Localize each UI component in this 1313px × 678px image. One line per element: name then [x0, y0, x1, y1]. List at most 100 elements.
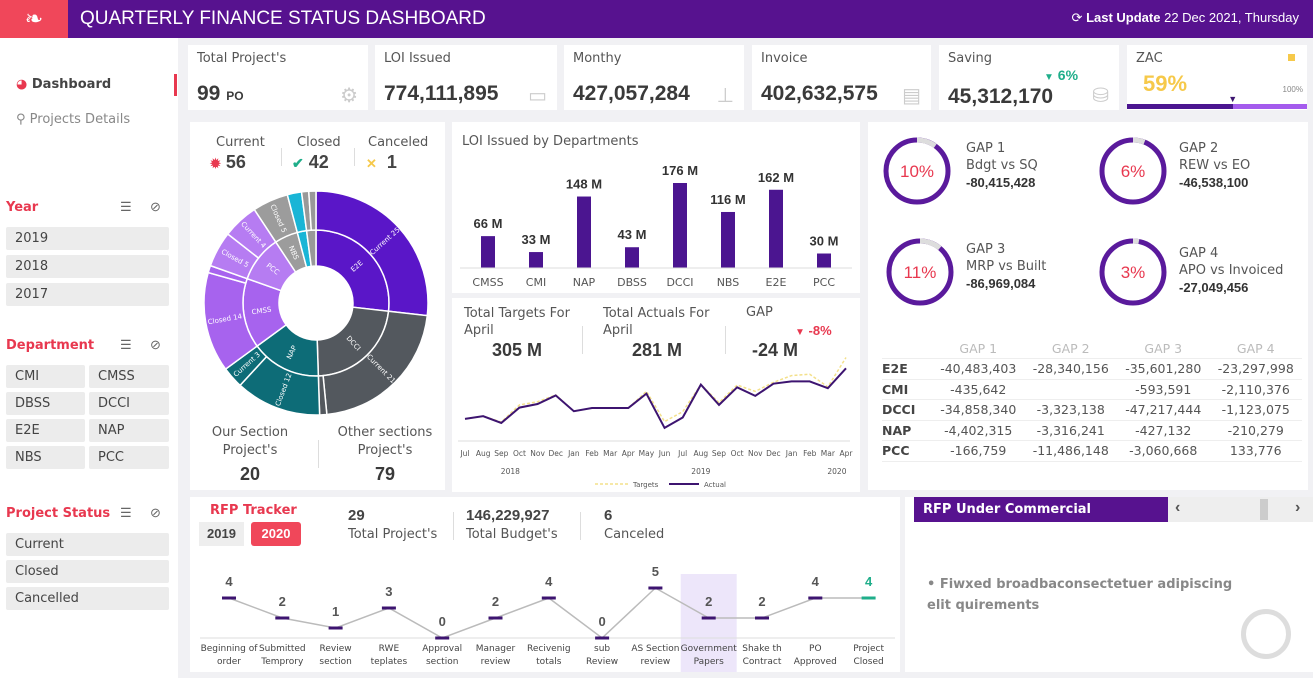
rfp-year-2019[interactable]: 2019: [199, 522, 244, 546]
clock-icon: [1241, 609, 1291, 659]
row-header: PCC: [882, 440, 932, 462]
rfp-stage-label: Shake th: [742, 644, 781, 654]
bar-data-label: 176 M: [662, 163, 698, 178]
chevron-right-icon[interactable]: ›: [1295, 499, 1301, 516]
rfp-stage-label: AS Section: [631, 644, 679, 654]
other-sections-label: Other sections Project's: [337, 425, 433, 458]
rfp-stage-label: Approved: [794, 657, 837, 667]
table-cell: -34,858,340: [932, 399, 1025, 421]
kpi-label: Monthy: [573, 51, 622, 66]
clear-filter-icon[interactable]: ⊘: [150, 505, 161, 520]
rfp-data-label: 3: [385, 584, 392, 599]
kpi-label: Invoice: [761, 51, 808, 66]
rfp-stage-label: Government: [681, 644, 738, 654]
x-tick-label: Apr: [622, 449, 636, 458]
nav-dashboard[interactable]: ◕ Dashboard: [16, 77, 111, 92]
last-update: ⟳ Last Update 22 Dec 2021, Thursday: [1072, 10, 1299, 26]
column-header: [882, 338, 932, 359]
gap-ring-fill: [1099, 137, 1167, 205]
rfp-data-label: 2: [492, 594, 499, 609]
kpi-label: Total Project's: [197, 51, 287, 66]
dept-nap[interactable]: NAP: [89, 419, 169, 442]
bar-category-label: PCC: [813, 276, 835, 289]
kpi-zac: ZAC 59% 100% ▼: [1127, 45, 1307, 110]
year-2017[interactable]: 2017: [6, 283, 169, 306]
gap-ring-fill: [883, 137, 951, 205]
kpi-label: Saving: [948, 51, 993, 66]
rfp-stage-chart: 4 Beginning of order 2 Submitted Temprory 1 Rev…: [200, 564, 895, 672]
multiselect-icon[interactable]: ☰: [120, 337, 132, 352]
gap-value: -24 M: [752, 340, 799, 360]
table-cell: -593,591: [1117, 379, 1210, 400]
chevron-left-icon[interactable]: ‹: [1175, 499, 1181, 516]
document-icon: ▤: [902, 85, 921, 107]
nav-projects-details[interactable]: ⚲ Projects Details: [16, 112, 130, 127]
canceled-count: ✕ 1: [366, 152, 397, 173]
multiselect-icon[interactable]: ☰: [120, 199, 132, 214]
rfp-data-label: 5: [652, 564, 659, 579]
refresh-icon[interactable]: ⟳: [1071, 10, 1083, 25]
negotiation-scrollbar[interactable]: [1168, 497, 1313, 522]
rfp-stage-label: teplates: [371, 657, 408, 667]
rfp-stage-label: review: [641, 657, 671, 667]
dept-cmss[interactable]: CMSS: [89, 365, 169, 388]
check-circle-icon: ✔: [292, 155, 304, 171]
closed-count: ✔ 42: [292, 152, 329, 173]
targets-label: Total Targets For April: [464, 306, 570, 338]
project-status-panel: Current ✹ 56 Closed ✔ 42 Canceled ✕ 1 E2…: [190, 122, 445, 490]
gap-value: -27,049,456: [1179, 280, 1249, 295]
rfp-marker: [541, 596, 556, 600]
nav-label: Projects Details: [29, 112, 131, 127]
pie-icon: ◕: [16, 77, 28, 92]
bar-data-label: 148 M: [566, 177, 602, 192]
scroll-thumb[interactable]: [1260, 499, 1268, 520]
gap-pct-value: -8%: [808, 323, 832, 338]
status-closed[interactable]: Closed: [6, 560, 169, 583]
bar-data-label: 162 M: [758, 170, 794, 185]
rfp-stage-label: section: [319, 657, 351, 667]
dept-nbs[interactable]: NBS: [6, 446, 85, 469]
kpi-value: 402,632,575: [761, 82, 878, 105]
x-tick-label: Feb: [803, 449, 817, 458]
gap-value: -46,538,100: [1179, 175, 1249, 190]
dept-e2e[interactable]: E2E: [6, 419, 85, 442]
gap-3-card: GAP 3 MRP vs Built -86,969,084: [966, 241, 1046, 293]
dept-cmi[interactable]: CMI: [6, 365, 85, 388]
table-cell: -40,483,403: [932, 358, 1025, 380]
divider: [281, 148, 282, 166]
page-title: QUARTERLY FINANCE STATUS DASHBOARD: [80, 8, 486, 29]
canceled-label: Canceled: [368, 135, 429, 150]
bar-category-label: CMI: [526, 276, 546, 289]
crane-icon: ⊥: [716, 85, 734, 107]
table-cell: -2,110,376: [1209, 379, 1302, 400]
gear-icon: ✹: [210, 156, 221, 171]
clear-filter-icon[interactable]: ⊘: [150, 199, 161, 214]
rfp-year-2020[interactable]: 2020: [251, 522, 301, 546]
year-2018[interactable]: 2018: [6, 255, 169, 278]
last-update-value: 22 Dec 2021, Thursday: [1164, 10, 1299, 25]
bar-data-label: 66 M: [474, 216, 503, 231]
rfp-marker: [488, 616, 503, 620]
column-header: GAP 3: [1117, 338, 1210, 359]
money-icon: ▭: [528, 85, 547, 107]
current-value: 56: [225, 152, 246, 172]
rfp-data-label: 4: [865, 574, 873, 589]
dept-dbss[interactable]: DBSS: [6, 392, 85, 415]
x-tick-label: Oct: [513, 449, 526, 458]
gap-value: -80,415,428: [966, 175, 1036, 190]
dept-dcci[interactable]: DCCI: [89, 392, 169, 415]
multiselect-icon[interactable]: ☰: [120, 505, 132, 520]
gap-subtitle: Bdgt vs SQ: [966, 158, 1038, 173]
status-cancelled[interactable]: Cancelled: [6, 587, 169, 610]
x-tick-label: Jun: [658, 449, 671, 458]
rfp-data-label: 4: [812, 574, 820, 589]
year-2019[interactable]: 2019: [6, 227, 169, 250]
clear-filter-icon[interactable]: ⊘: [150, 337, 161, 352]
rfp-marker: [648, 586, 663, 590]
bar: [529, 252, 543, 268]
status-current[interactable]: Current: [6, 533, 169, 556]
gap-1-card: GAP 1 Bdgt vs SQ -80,415,428: [966, 140, 1038, 192]
gap-title: GAP 4: [1179, 246, 1219, 261]
dept-pcc[interactable]: PCC: [89, 446, 169, 469]
rfp-marker: [755, 616, 769, 620]
